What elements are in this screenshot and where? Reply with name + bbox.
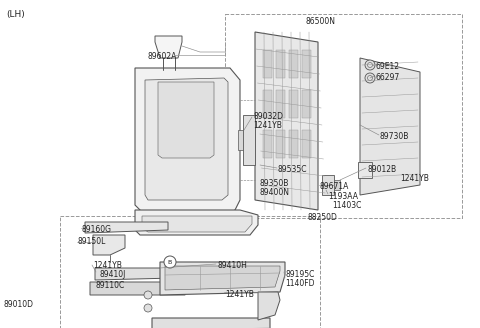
Text: 1241YB: 1241YB [225, 290, 254, 299]
Text: 89032D: 89032D [253, 112, 283, 121]
Polygon shape [302, 130, 311, 158]
Text: 1241YB: 1241YB [400, 174, 429, 183]
Polygon shape [95, 268, 180, 280]
Polygon shape [289, 90, 298, 118]
Text: 89730B: 89730B [380, 132, 409, 141]
Polygon shape [276, 90, 285, 118]
Polygon shape [152, 318, 270, 328]
Polygon shape [160, 262, 285, 295]
Circle shape [164, 256, 176, 268]
Circle shape [365, 60, 375, 70]
Text: 69E12: 69E12 [375, 62, 399, 71]
Polygon shape [289, 50, 298, 78]
Polygon shape [243, 115, 255, 165]
Text: 89602A: 89602A [148, 52, 178, 61]
Polygon shape [360, 58, 420, 195]
Polygon shape [263, 50, 272, 78]
Polygon shape [158, 82, 214, 158]
Text: 89671A: 89671A [320, 182, 349, 191]
Text: 89410J: 89410J [100, 270, 126, 279]
Text: B: B [168, 259, 172, 264]
Text: 66297: 66297 [375, 73, 399, 82]
Text: 11403C: 11403C [332, 201, 361, 210]
Text: (LH): (LH) [6, 10, 25, 19]
Polygon shape [289, 130, 298, 158]
Text: 89400N: 89400N [260, 188, 290, 197]
Polygon shape [142, 216, 252, 232]
Text: 88250D: 88250D [308, 213, 338, 222]
Text: 1241YB: 1241YB [253, 121, 282, 130]
Polygon shape [90, 282, 188, 295]
Text: 1193AA: 1193AA [328, 192, 358, 201]
Polygon shape [302, 90, 311, 118]
Polygon shape [85, 222, 168, 233]
Text: 89010D: 89010D [3, 300, 33, 309]
Text: 89110C: 89110C [96, 281, 125, 290]
Text: 86500N: 86500N [305, 17, 335, 26]
Polygon shape [334, 180, 340, 190]
Polygon shape [255, 32, 318, 210]
Circle shape [365, 73, 375, 83]
Polygon shape [263, 130, 272, 158]
Text: 89410H: 89410H [218, 261, 248, 270]
Circle shape [144, 291, 152, 299]
Polygon shape [238, 130, 243, 150]
Text: 1140FD: 1140FD [285, 279, 314, 288]
Polygon shape [93, 235, 125, 255]
Polygon shape [135, 210, 258, 235]
Polygon shape [276, 130, 285, 158]
Polygon shape [258, 292, 280, 320]
Polygon shape [322, 175, 334, 195]
Polygon shape [276, 50, 285, 78]
Text: 89160G: 89160G [82, 225, 112, 234]
Text: 1241YB: 1241YB [93, 261, 122, 270]
Polygon shape [263, 90, 272, 118]
Polygon shape [302, 50, 311, 78]
Polygon shape [155, 36, 182, 58]
Text: 89535C: 89535C [278, 165, 308, 174]
Polygon shape [135, 68, 240, 215]
Text: 89350B: 89350B [260, 179, 289, 188]
Polygon shape [145, 78, 228, 200]
Text: 89150L: 89150L [78, 237, 107, 246]
Text: 89012B: 89012B [367, 165, 396, 174]
Text: 89195C: 89195C [285, 270, 314, 279]
Polygon shape [165, 266, 280, 290]
Polygon shape [358, 162, 372, 178]
Circle shape [144, 304, 152, 312]
